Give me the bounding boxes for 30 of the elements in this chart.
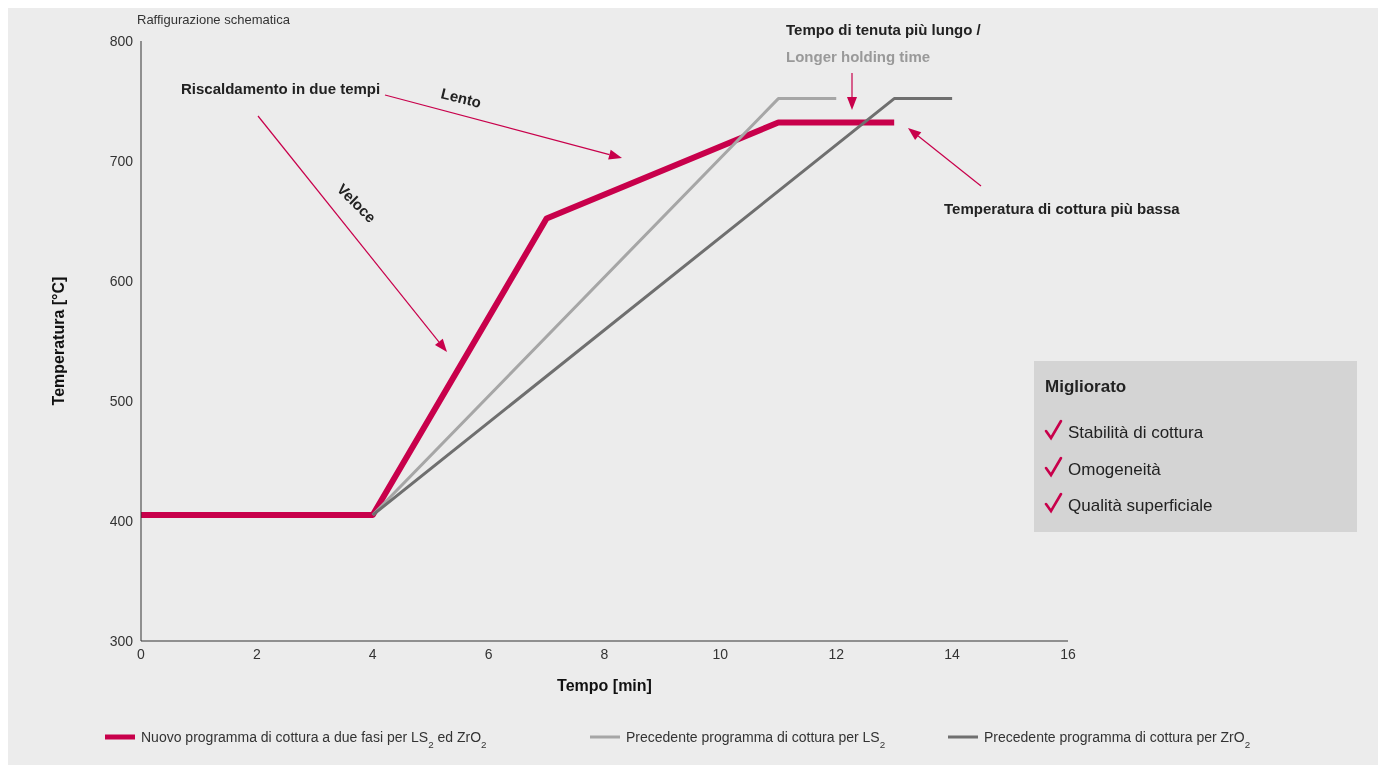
x-axis-title: Tempo [min] [557, 677, 652, 694]
annotation: Omogeneità [1068, 460, 1162, 479]
x-tick-label: 14 [944, 645, 961, 662]
y-tick-label: 600 [109, 272, 134, 289]
x-tick-label: 8 [600, 645, 609, 662]
y-axis-title: Temperatura [°C] [49, 276, 67, 406]
annotation: Stabilità di cottura [1068, 423, 1204, 442]
annotation: Temperatura di cottura più bassa [944, 200, 1181, 217]
text: Tempo di tenuta più lungo / [786, 21, 982, 38]
x-tick-label: 12 [828, 645, 845, 662]
legend-label: Nuovo programma di cottura a due fasi per LS$_{2}$ ed ZrO$_{2}$ [141, 729, 487, 750]
y-tick-label: 800 [109, 32, 134, 49]
x-tick-label: 2 [252, 645, 261, 662]
y-tick-label: 700 [109, 152, 134, 169]
x-tick-label: 4 [368, 645, 377, 662]
y-tick-label: 500 [109, 392, 134, 409]
annotation: Migliorato [1045, 377, 1127, 396]
x-tick-label: 6 [484, 645, 493, 662]
x-tick-label: 0 [137, 645, 146, 662]
y-tick-label: 300 [109, 632, 134, 649]
y-tick-label: 400 [109, 512, 134, 529]
annotation: Qualità superficiale [1068, 496, 1213, 515]
text: Raffigurazione schematica [137, 12, 291, 27]
x-tick-label: 16 [1060, 645, 1076, 662]
legend-label: Precedente programma di cottura per ZrO$_{2}$ [984, 729, 1251, 750]
x-tick-label: 10 [712, 645, 729, 662]
annotation: Longer holding time [786, 48, 931, 65]
legend-label: Precedente programma di cottura per LS$_{2}$ [626, 729, 886, 750]
annotation: Lento [439, 84, 483, 111]
annotation: Riscaldamento in due tempi [181, 80, 381, 97]
